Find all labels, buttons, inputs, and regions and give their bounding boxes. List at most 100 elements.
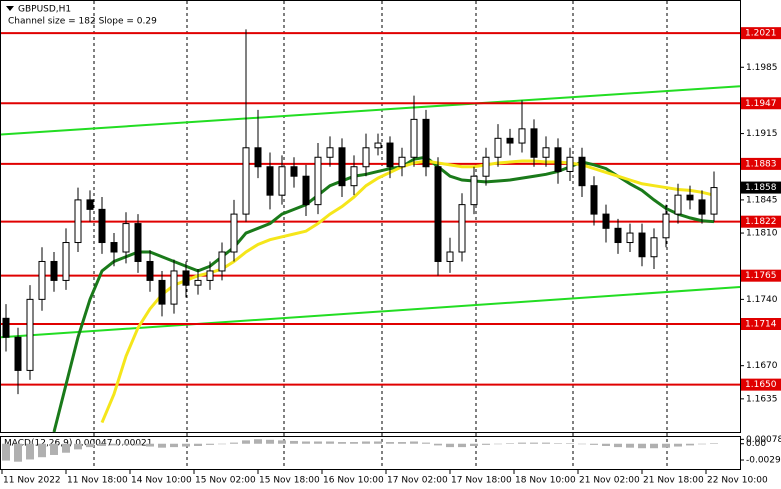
candle-body xyxy=(554,147,562,172)
macd-bar xyxy=(218,443,226,445)
macd-bar xyxy=(98,443,106,446)
candle-body xyxy=(386,142,394,168)
x-tick-label: 15 Nov 18:00 xyxy=(259,476,320,486)
symbol-icon xyxy=(6,6,14,11)
candle-body xyxy=(350,166,358,187)
level-label: 1.1883 xyxy=(745,159,777,169)
candle-body xyxy=(434,166,442,262)
macd-bar xyxy=(506,443,514,444)
macd-bar xyxy=(362,441,370,444)
candle-body xyxy=(566,156,574,172)
level-tag xyxy=(741,27,781,40)
candle-body xyxy=(686,194,694,201)
macd-bar xyxy=(374,441,382,444)
macd-bar xyxy=(110,443,118,446)
candle-body xyxy=(470,175,478,206)
candle-body xyxy=(518,128,526,144)
candle-body xyxy=(62,242,70,281)
macd-bar xyxy=(662,443,670,448)
candle-body xyxy=(446,251,454,262)
level-tag xyxy=(741,97,781,110)
macd-bar xyxy=(302,441,310,444)
macd-bar xyxy=(26,443,34,460)
macd-bar xyxy=(122,443,130,445)
price-label: 1.1858 xyxy=(745,183,777,193)
candle-body xyxy=(86,199,94,210)
candle-body xyxy=(278,166,286,196)
candle-body xyxy=(614,227,622,244)
candle-body xyxy=(482,156,490,177)
macd-frame xyxy=(0,436,741,470)
macd-bar xyxy=(338,442,346,444)
candle-body xyxy=(710,187,718,215)
level-label: 1.1714 xyxy=(745,320,777,330)
macd-bar xyxy=(482,443,490,445)
moving-average xyxy=(100,159,715,424)
candle-body xyxy=(590,185,598,215)
macd-bar xyxy=(686,443,694,446)
candle-body xyxy=(290,166,298,177)
level-label: 1.1765 xyxy=(745,271,777,281)
macd-bar xyxy=(470,443,478,446)
moving-average xyxy=(52,155,715,433)
macd-bar xyxy=(650,443,658,449)
candle-body xyxy=(266,166,274,196)
candle-body xyxy=(626,232,634,244)
x-tick-label: 18 Nov 10:00 xyxy=(515,476,576,486)
level-tag xyxy=(741,378,781,391)
candle-body xyxy=(74,199,82,244)
y-tick-label: 1.1740 xyxy=(746,295,778,305)
channel-line xyxy=(0,85,741,136)
candle-body xyxy=(530,128,538,158)
y-tick-label: 1.1810 xyxy=(746,229,778,239)
candle-body xyxy=(698,199,706,215)
macd-bar xyxy=(50,443,58,455)
candle-body xyxy=(242,147,250,215)
x-tick-label: 17 Nov 18:00 xyxy=(451,476,512,486)
price-axis xyxy=(741,0,781,489)
candle-body xyxy=(650,237,658,258)
macd-bar xyxy=(566,443,574,444)
level-tag xyxy=(741,215,781,228)
candle-body xyxy=(134,223,142,262)
candle-body xyxy=(326,147,334,158)
macd-bar xyxy=(158,443,166,448)
candle-body xyxy=(146,260,154,281)
candle-body xyxy=(398,156,406,168)
y-tick-label: 1.1915 xyxy=(746,129,778,139)
macd-bar xyxy=(590,443,598,445)
y-tick-label: 1.1670 xyxy=(746,361,778,371)
plot-frame xyxy=(0,0,741,433)
candle-body xyxy=(50,260,58,281)
macd-bar xyxy=(170,443,178,448)
macd-bar xyxy=(134,443,142,446)
price-tag xyxy=(741,181,781,194)
candle-body xyxy=(458,204,466,253)
x-tick-label: 21 Nov 02:00 xyxy=(579,476,640,486)
macd-bar xyxy=(86,443,94,448)
macd-bar xyxy=(578,443,586,445)
y-tick-label: 1.1845 xyxy=(746,195,778,205)
candle-body xyxy=(410,118,418,158)
macd-bar xyxy=(290,440,298,444)
channel-line xyxy=(0,286,741,339)
candle-body xyxy=(542,147,550,158)
candle-body xyxy=(674,194,682,215)
macd-bar xyxy=(638,443,646,449)
macd-bar xyxy=(434,443,442,446)
candle-body xyxy=(638,232,646,258)
macd-bar xyxy=(614,443,622,448)
candle-body xyxy=(218,251,226,272)
macd-bar xyxy=(698,443,706,445)
macd-bar xyxy=(386,442,394,444)
x-tick-label: 22 Nov 10:00 xyxy=(707,476,768,486)
level-label: 1.1822 xyxy=(745,217,777,227)
macd-bar xyxy=(446,443,454,448)
candle-body xyxy=(374,142,382,149)
candle-body xyxy=(38,260,46,300)
day-separators xyxy=(93,1,668,470)
level-label: 1.2021 xyxy=(745,29,777,39)
macd-bar xyxy=(2,443,10,461)
macd-bar xyxy=(194,443,202,446)
macd-bar xyxy=(518,442,526,444)
